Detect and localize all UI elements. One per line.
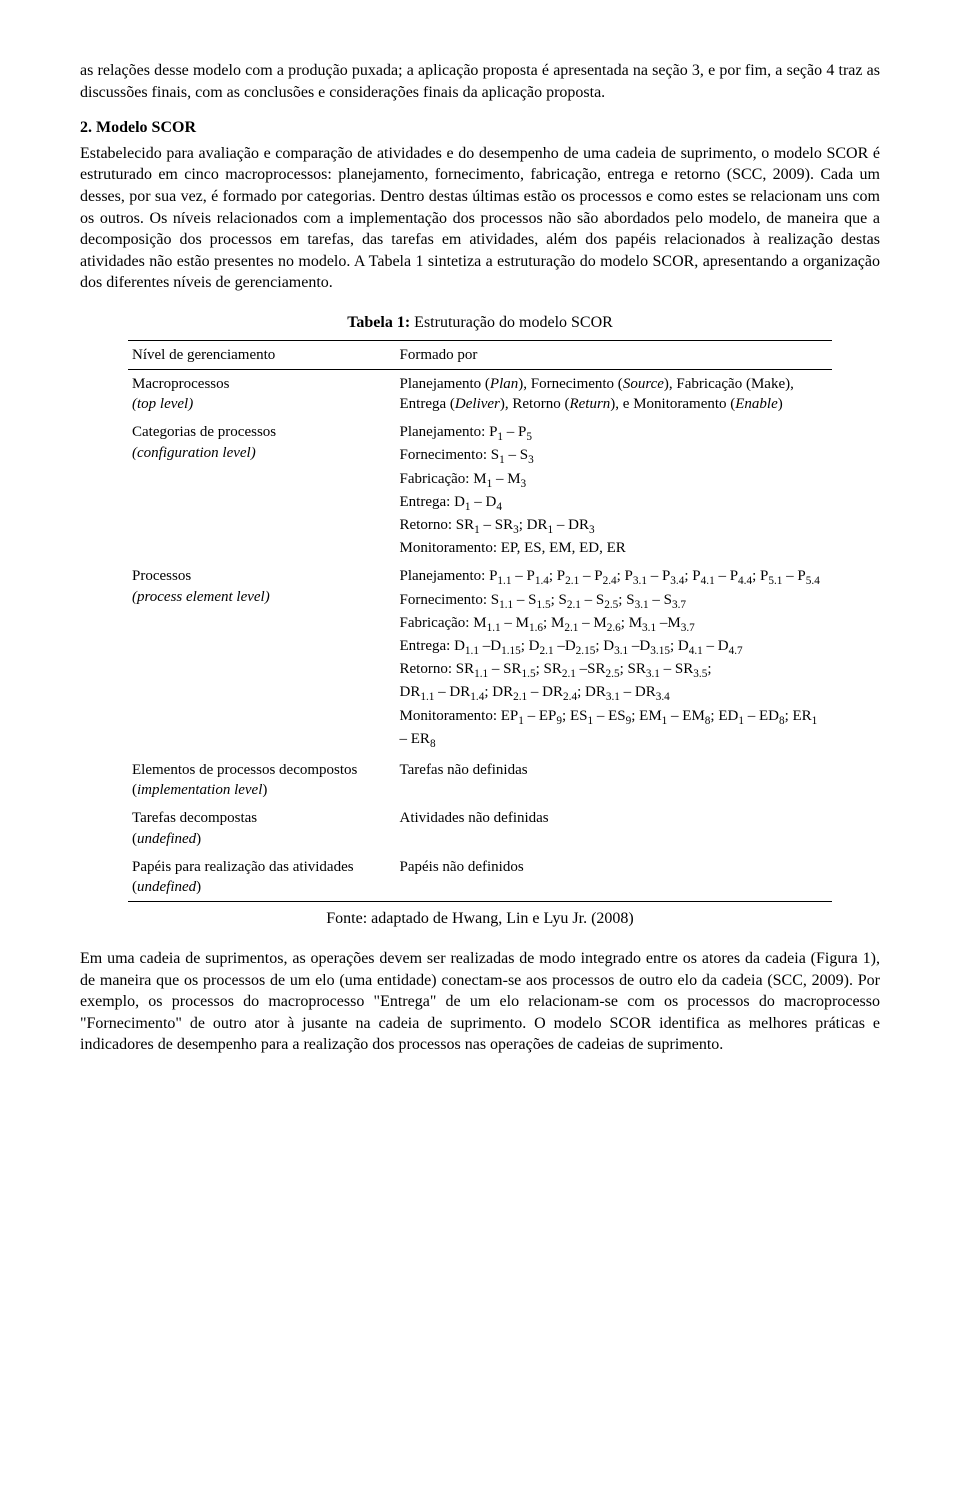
row1-left-line2: (top level) xyxy=(132,396,193,412)
section-2-body: Estabelecido para avaliação e comparação… xyxy=(80,143,880,294)
intro-paragraph: as relações desse modelo com a produção … xyxy=(80,60,880,103)
table-row: Tarefas decompostas(undefined) Atividade… xyxy=(128,804,832,853)
table-1: Nível de gerenciamento Formado por Macro… xyxy=(128,340,832,903)
table-1-source: Fonte: adaptado de Hwang, Lin e Lyu Jr. … xyxy=(80,908,880,930)
row3-left-line1: Processos xyxy=(132,568,191,584)
table-cell-left: Tarefas decompostas(undefined) xyxy=(128,804,396,853)
row2-left-line1: Categorias de processos xyxy=(132,424,276,440)
row1-left-line1: Macroprocessos xyxy=(132,376,229,392)
table-cell-left: Elementos de processos decompostos(imple… xyxy=(128,756,396,805)
table-1-title-rest: Estruturação do modelo SCOR xyxy=(410,314,613,331)
section-2-heading: 2. Modelo SCOR xyxy=(80,117,880,139)
table-row: Processos (process element level) Planej… xyxy=(128,562,832,756)
table-row: Categorias de processos (configuration l… xyxy=(128,418,832,562)
table-row: Elementos de processos decompostos(imple… xyxy=(128,756,832,805)
table-cell-right: Tarefas não definidas xyxy=(396,756,832,805)
table-cell-right: Atividades não definidas xyxy=(396,804,832,853)
table-cell-left: Categorias de processos (configuration l… xyxy=(128,418,396,562)
table-row: Papéis para realização das atividades(un… xyxy=(128,853,832,902)
closing-paragraph: Em uma cadeia de suprimentos, as operaçõ… xyxy=(80,948,880,1056)
table-row: Macroprocessos (top level) Planejamento … xyxy=(128,369,832,418)
table-cell-right: Planejamento: P1.1 – P1.4; P2.1 – P2.4; … xyxy=(396,562,832,756)
table-header-right: Formado por xyxy=(396,340,832,369)
table-1-title-bold: Tabela 1: xyxy=(347,314,410,331)
row2-left-line2: (configuration level) xyxy=(132,445,256,461)
table-cell-right: Planejamento: P1 – P5Fornecimento: S1 – … xyxy=(396,418,832,562)
table-header-row: Nível de gerenciamento Formado por xyxy=(128,340,832,369)
table-header-left: Nível de gerenciamento xyxy=(128,340,396,369)
table-cell-left: Macroprocessos (top level) xyxy=(128,369,396,418)
table-1-title: Tabela 1: Estruturação do modelo SCOR xyxy=(80,312,880,334)
table-cell-right: Planejamento (Plan), Fornecimento (Sourc… xyxy=(396,369,832,418)
table-cell-left: Papéis para realização das atividades(un… xyxy=(128,853,396,902)
row3-left-line2: (process element level) xyxy=(132,589,270,605)
table-cell-right: Papéis não definidos xyxy=(396,853,832,902)
table-cell-left: Processos (process element level) xyxy=(128,562,396,756)
